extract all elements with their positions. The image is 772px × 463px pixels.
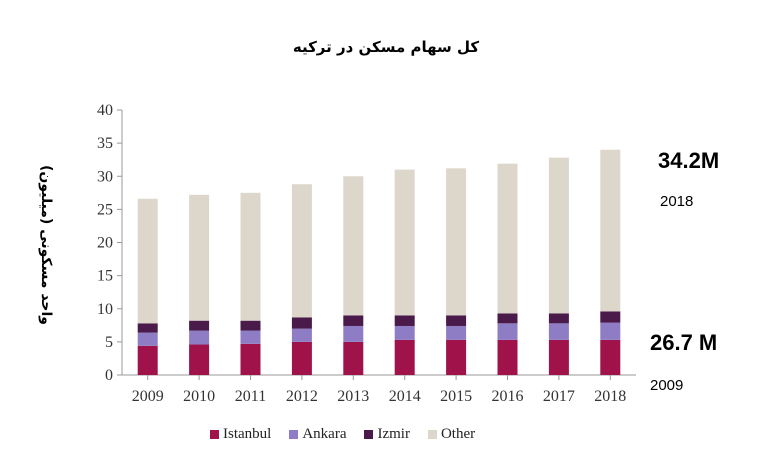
- y-tick-label: 10: [97, 301, 113, 318]
- y-tick-label: 30: [97, 168, 113, 185]
- bar-segment-izmir-2012: [291, 317, 312, 329]
- bar-segment-izmir-2011: [240, 320, 261, 331]
- bar-segment-other-2014: [394, 169, 415, 316]
- annotation-2009-total: 26.7 M: [650, 330, 718, 355]
- bar-segment-ankara-2011: [240, 330, 261, 344]
- legend-item-izmir: Izmir: [364, 426, 410, 443]
- bar-segment-ankara-2009: [137, 332, 158, 346]
- legend-label-istanbul: Istanbul: [223, 426, 272, 442]
- legend-item-istanbul: Istanbul: [210, 426, 271, 443]
- bar-segment-ankara-2018: [600, 322, 621, 340]
- bar-segment-other-2012: [291, 184, 312, 318]
- bar-segment-other-2018: [600, 149, 621, 312]
- bar-segment-istanbul-2010: [189, 344, 210, 375]
- bar-segment-other-2017: [548, 157, 569, 314]
- bar-segment-ankara-2012: [291, 328, 312, 342]
- bar-segment-other-2011: [240, 192, 261, 321]
- legend-swatch-izmir: [364, 430, 374, 439]
- y-tick-label: 0: [105, 367, 113, 384]
- bar-segment-izmir-2014: [394, 315, 415, 326]
- bar-segment-izmir-2009: [137, 323, 158, 333]
- bar-segment-ankara-2010: [189, 330, 210, 345]
- x-tick-label-2018: 2018: [594, 388, 626, 405]
- bar-segment-istanbul-2009: [137, 345, 158, 375]
- chart-legend: Istanbul Ankara Izmir Other: [210, 426, 475, 443]
- bar-segment-izmir-2010: [189, 320, 210, 331]
- bar-segment-istanbul-2012: [291, 341, 312, 375]
- x-tick-label-2016: 2016: [492, 388, 524, 405]
- y-tick-label: 15: [97, 268, 113, 285]
- legend-label-ankara: Ankara: [302, 426, 347, 442]
- bar-segment-other-2013: [343, 176, 364, 316]
- legend-swatch-other: [427, 430, 437, 439]
- legend-swatch-istanbul: [210, 430, 219, 439]
- annotation-2009-year: 2009: [650, 377, 684, 394]
- bar-segment-istanbul-2014: [394, 339, 415, 375]
- bar-segment-ankara-2014: [394, 325, 415, 340]
- y-tick-label: 25: [97, 201, 113, 218]
- x-tick-label-2011: 2011: [235, 388, 266, 405]
- y-tick-label: 5: [105, 334, 113, 351]
- legend-item-ankara: Ankara: [289, 426, 346, 443]
- legend-label-izmir: Izmir: [377, 426, 410, 442]
- legend-item-other: Other: [427, 426, 476, 443]
- y-tick-label: 40: [97, 102, 113, 119]
- bar-segment-izmir-2015: [446, 315, 467, 326]
- legend-swatch-ankara: [289, 430, 299, 439]
- bar-segment-other-2015: [446, 168, 467, 316]
- bar-segment-ankara-2016: [497, 323, 518, 340]
- legend-label-other: Other: [440, 426, 476, 442]
- x-tick-label-2010: 2010: [183, 388, 215, 405]
- bar-segment-ankara-2013: [343, 325, 364, 342]
- bar-segment-other-2016: [497, 163, 518, 314]
- bar-segment-istanbul-2018: [600, 339, 621, 375]
- y-tick-label: 20: [97, 235, 113, 252]
- bar-segment-izmir-2018: [600, 311, 621, 323]
- bar-segment-other-2009: [137, 198, 158, 324]
- bar-segment-other-2010: [189, 194, 210, 321]
- y-axis-label: واحد مسکونی (میلیون): [38, 164, 54, 326]
- x-tick-label-2012: 2012: [286, 388, 318, 405]
- bar-segment-ankara-2015: [446, 325, 467, 340]
- x-tick-label-2017: 2017: [543, 388, 575, 405]
- bar-segment-istanbul-2017: [548, 339, 569, 375]
- annotation-2018-year: 2018: [660, 193, 694, 210]
- x-tick-label-2014: 2014: [389, 388, 421, 405]
- bar-segment-izmir-2017: [548, 313, 569, 324]
- bar-segment-izmir-2016: [497, 313, 518, 324]
- bar-segment-istanbul-2013: [343, 341, 364, 375]
- bar-segment-ankara-2017: [548, 323, 569, 340]
- x-tick-label-2009: 2009: [132, 388, 164, 405]
- bar-segment-izmir-2013: [343, 315, 364, 326]
- x-tick-label-2013: 2013: [337, 388, 369, 405]
- chart-title: کل سهام مسکن در ترکیه: [292, 38, 480, 56]
- annotation-2018-total: 34.2M: [658, 148, 720, 173]
- bar-segment-istanbul-2015: [446, 339, 467, 375]
- bar-segment-istanbul-2011: [240, 343, 261, 375]
- x-tick-label-2015: 2015: [440, 388, 472, 405]
- y-tick-label: 35: [97, 135, 113, 152]
- bar-segment-istanbul-2016: [497, 339, 518, 375]
